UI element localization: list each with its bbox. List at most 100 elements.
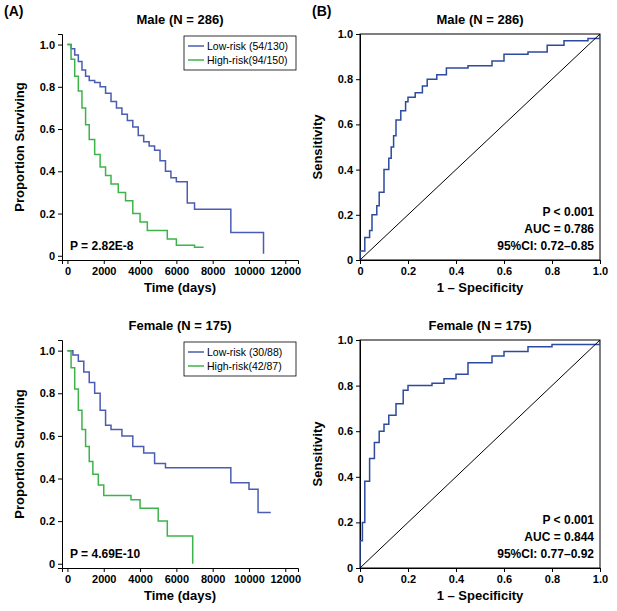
x-axis-line xyxy=(63,569,299,573)
curve xyxy=(67,351,192,564)
plot-area xyxy=(360,340,600,568)
y-tick-label: 0.8 xyxy=(338,380,353,392)
x-tick-label: 2000 xyxy=(92,573,116,585)
x-tick: 0.4 xyxy=(449,568,465,585)
annotation: 95%CI: 0.72–0.85 xyxy=(497,239,594,253)
x-tick-label: 0.8 xyxy=(545,265,560,277)
y-axis: 00.20.40.60.81.0 xyxy=(40,35,63,262)
x-tick-mark xyxy=(552,568,553,572)
y-tick-label: 0.2 xyxy=(338,516,353,528)
x-tick-mark xyxy=(176,568,177,572)
y-tick: 0 xyxy=(347,254,360,266)
x-tick: 0.2 xyxy=(401,568,416,585)
chart-panel: (B)Male (N = 286)00.20.40.60.81.000.20.4… xyxy=(310,3,608,295)
legend-swatch xyxy=(188,365,204,367)
y-tick: 0.8 xyxy=(338,380,360,392)
reference-line xyxy=(360,340,600,568)
x-tick: 2000 xyxy=(92,568,116,585)
x-axis-title: Time (days) xyxy=(144,280,216,295)
legend-box xyxy=(184,342,296,376)
chart-panel: (A)Male (N = 286)02000400060008000100001… xyxy=(4,3,301,295)
y-tick: 0.2 xyxy=(338,516,360,528)
x-tick-mark xyxy=(285,568,286,572)
x-tick: 2000 xyxy=(92,260,116,277)
x-tick-mark xyxy=(408,260,409,264)
y-tick-label: 0.4 xyxy=(40,165,56,177)
y-axis-line xyxy=(58,35,63,261)
x-tick-mark xyxy=(456,568,457,572)
y-axis-line xyxy=(58,341,63,569)
y-tick: 0.4 xyxy=(40,165,62,177)
chart-title: Male (N = 286) xyxy=(436,12,523,27)
chart-title: Male (N = 286) xyxy=(136,12,223,27)
y-axis-line xyxy=(356,341,361,569)
x-tick-label: 0 xyxy=(65,573,71,585)
x-tick-label: 4000 xyxy=(128,265,152,277)
legend-label: Low-risk (54/130) xyxy=(207,40,288,52)
y-tick-label: 0 xyxy=(347,562,353,574)
y-tick: 0.8 xyxy=(40,387,62,399)
chart-title: Female (N = 175) xyxy=(429,318,532,333)
y-tick-mark xyxy=(58,171,62,172)
x-tick: 1.0 xyxy=(593,260,608,277)
x-tick-label: 0.2 xyxy=(401,573,416,585)
x-tick-label: 0.6 xyxy=(497,265,512,277)
legend-label: High-risk(94/150) xyxy=(207,54,288,66)
legend: Low-risk (54/130) High-risk(94/150) xyxy=(184,36,296,70)
y-tick-label: 0.6 xyxy=(338,425,353,437)
y-tick-mark xyxy=(58,564,62,565)
x-tick-mark xyxy=(504,568,505,572)
x-tick-label: 0.6 xyxy=(497,573,512,585)
x-tick-label: 10000 xyxy=(234,573,265,585)
y-tick-label: 0.4 xyxy=(338,164,354,176)
x-tick: 10000 xyxy=(234,260,265,277)
x-axis-title: 1 – Specificity xyxy=(437,588,524,603)
x-tick: 0.4 xyxy=(449,260,465,277)
y-tick-label: 0.2 xyxy=(338,209,353,221)
y-tick: 1.0 xyxy=(338,334,360,346)
y-tick: 0 xyxy=(49,558,62,570)
y-tick-mark xyxy=(356,568,360,569)
legend-label: High-risk(42/87) xyxy=(207,360,282,372)
legend-label: Low-risk (30/88) xyxy=(207,346,282,358)
y-tick-mark xyxy=(356,522,360,523)
x-tick: 8000 xyxy=(201,568,225,585)
y-tick: 0.6 xyxy=(40,430,62,442)
curve xyxy=(360,34,600,260)
y-tick: 0.4 xyxy=(338,471,360,483)
y-tick: 0.6 xyxy=(40,123,62,135)
y-axis-title: Proportion Surviving xyxy=(12,82,27,211)
x-axis-title: 1 – Specificity xyxy=(437,280,524,295)
y-tick-mark xyxy=(58,256,62,257)
x-tick-label: 0.8 xyxy=(545,573,560,585)
x-tick: 6000 xyxy=(165,568,189,585)
y-tick-label: 0.6 xyxy=(338,118,353,130)
y-tick: 0.2 xyxy=(40,515,62,527)
y-tick-label: 1.0 xyxy=(40,39,55,51)
y-tick-mark xyxy=(356,260,360,261)
y-tick-label: 1.0 xyxy=(40,345,55,357)
y-axis-title: Proportion Surviving xyxy=(12,389,27,518)
y-axis-title: Sensitivity xyxy=(310,114,325,180)
x-tick-label: 6000 xyxy=(165,573,189,585)
x-tick-mark xyxy=(176,260,177,264)
y-tick-label: 0.4 xyxy=(40,473,56,485)
annotation: AUC = 0.844 xyxy=(524,530,594,544)
plot-frame xyxy=(360,340,600,568)
x-tick-label: 12000 xyxy=(270,573,301,585)
curve xyxy=(67,45,203,248)
x-axis: 020004000600080001000012000 xyxy=(63,260,302,277)
x-tick: 0 xyxy=(65,260,71,277)
y-tick: 0 xyxy=(347,562,360,574)
x-tick: 10000 xyxy=(234,568,265,585)
y-tick-label: 0 xyxy=(49,250,55,262)
panel-label: (A) xyxy=(4,3,23,19)
x-tick: 0.8 xyxy=(545,568,560,585)
y-tick-mark xyxy=(58,393,62,394)
x-tick: 1.0 xyxy=(593,568,608,585)
y-tick: 0.8 xyxy=(338,73,360,85)
x-axis: 020004000600080001000012000 xyxy=(63,568,302,585)
y-axis-line xyxy=(356,35,361,261)
x-tick: 8000 xyxy=(201,260,225,277)
x-tick-mark xyxy=(249,568,250,572)
